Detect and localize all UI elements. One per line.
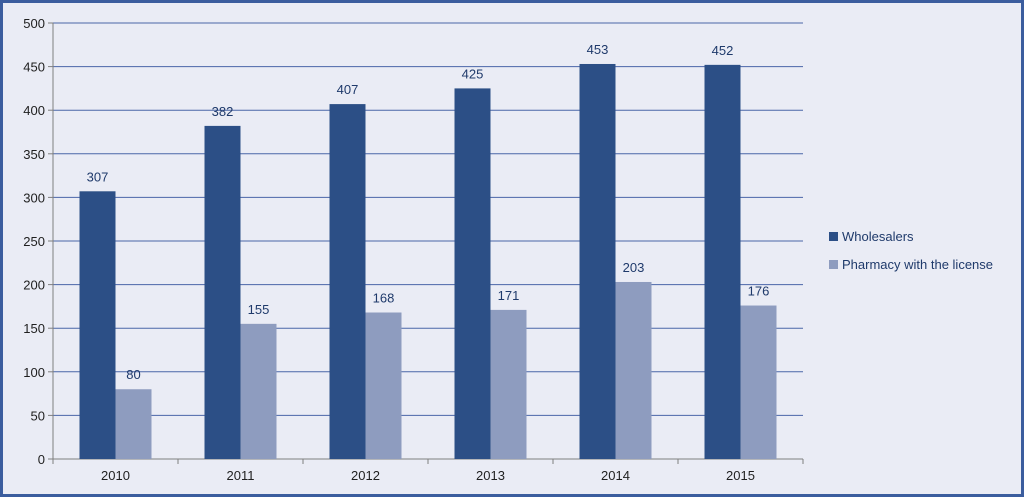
y-axis: 0 50 100 150 200 250 300 350 400 450 500 [23, 16, 54, 467]
legend-label: Pharmacy with the license [842, 257, 993, 272]
data-label: 155 [248, 302, 270, 317]
y-tick-label: 400 [23, 103, 45, 118]
legend-swatch [829, 232, 838, 241]
y-tick-label: 450 [23, 60, 45, 75]
data-label: 80 [126, 367, 140, 382]
bar-wholesalers-2013 [454, 88, 491, 460]
y-tick-label: 350 [23, 147, 45, 162]
bar-pharmacy-2011 [240, 323, 277, 459]
grid-lines [53, 22, 803, 460]
data-label: 453 [587, 42, 609, 57]
y-tick-label: 250 [23, 234, 45, 249]
bar-wholesalers-2014 [579, 63, 616, 459]
bar-chart: 307 80 382 155 407 168 425 171 453 203 452 176 0 50 1… [23, 16, 993, 483]
y-tick-label: 0 [38, 452, 45, 467]
bar-pharmacy-2014 [615, 281, 652, 459]
x-tick-label: 2011 [227, 468, 255, 483]
y-tick-label: 100 [23, 365, 45, 380]
x-tick-label: 2010 [101, 468, 130, 483]
y-tick-label: 500 [23, 16, 45, 31]
bar-wholesalers-2011 [204, 125, 241, 460]
x-tick-label: 2012 [351, 468, 380, 483]
data-label: 407 [337, 82, 359, 97]
x-tick-label: 2015 [726, 468, 755, 483]
y-tick-label: 50 [31, 408, 45, 423]
bar-wholesalers-2012 [329, 104, 366, 459]
data-label: 176 [748, 284, 770, 299]
data-label: 171 [498, 288, 520, 303]
x-tick-label: 2013 [476, 468, 505, 483]
bars [79, 63, 777, 460]
data-label: 382 [212, 104, 234, 119]
data-label: 307 [87, 169, 109, 184]
bar-pharmacy-2012 [365, 312, 402, 459]
bar-wholesalers-2010 [79, 191, 116, 459]
data-labels: 307 80 382 155 407 168 425 171 453 203 452 176 [87, 42, 770, 382]
y-tick-label: 300 [23, 190, 45, 205]
legend: Wholesalers Pharmacy with the license [829, 229, 993, 272]
x-tick-label: 2014 [601, 468, 630, 483]
bar-pharmacy-2015 [740, 305, 777, 459]
legend-swatch [829, 260, 838, 269]
bar-wholesalers-2015 [704, 64, 741, 459]
bar-pharmacy-2010 [115, 389, 152, 459]
data-label: 168 [373, 291, 395, 306]
data-label: 203 [623, 260, 645, 275]
data-label: 425 [462, 66, 484, 81]
legend-label: Wholesalers [842, 229, 914, 244]
y-tick-label: 200 [23, 278, 45, 293]
x-axis: 2010 2011 2012 2013 2014 2015 [52, 459, 804, 483]
y-tick-label: 150 [23, 321, 45, 336]
bar-pharmacy-2013 [490, 309, 527, 459]
data-label: 452 [712, 43, 734, 58]
